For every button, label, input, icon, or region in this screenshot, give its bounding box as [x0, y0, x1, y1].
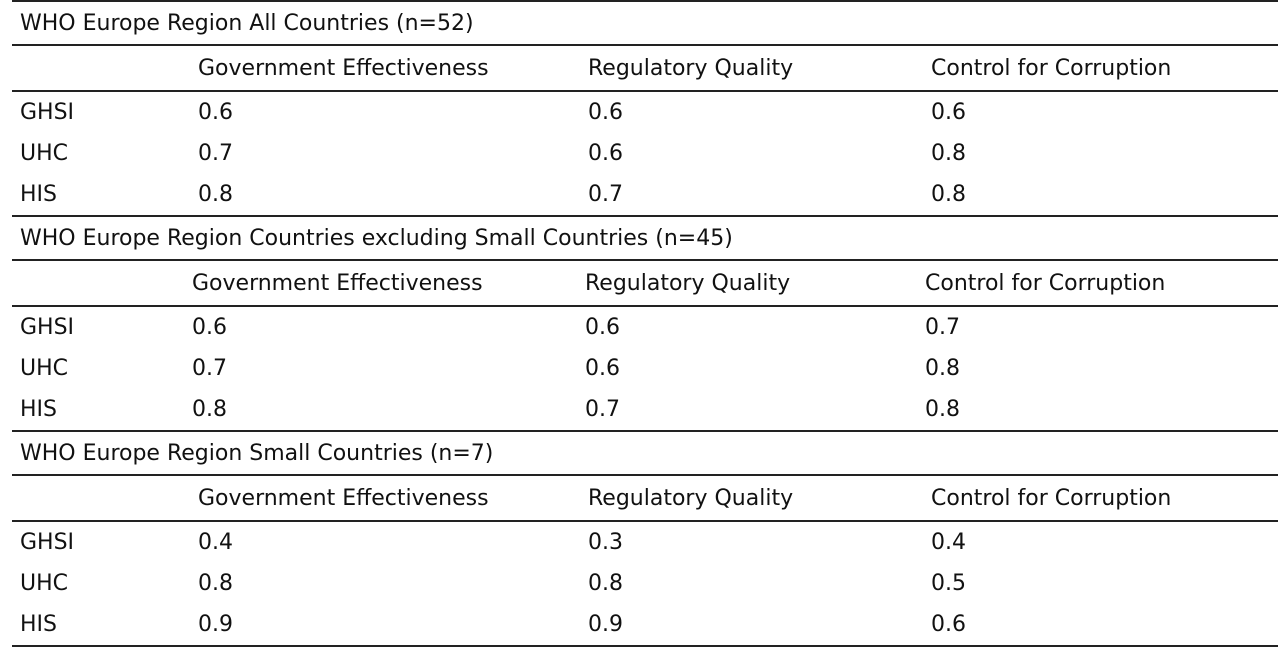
table-cell: 0.4: [198, 530, 233, 555]
table-section: WHO Europe Region Small Countries (n=7) …: [12, 430, 1278, 647]
table-cell: 0.3: [588, 530, 623, 555]
table-cell: 0.8: [925, 356, 960, 381]
table-row: GHSI 0.6 0.6 0.7: [12, 307, 1278, 348]
table-row: UHC 0.8 0.8 0.5: [12, 563, 1278, 604]
row-label: UHC: [20, 141, 69, 166]
column-header-control-for-corruption: Control for Corruption: [931, 55, 1172, 81]
column-header-row: Government Effectiveness Regulatory Qual…: [12, 476, 1278, 522]
table-cell: 0.7: [198, 141, 233, 166]
column-header-control-for-corruption: Control for Corruption: [925, 270, 1166, 296]
table-cell: 0.4: [931, 530, 966, 555]
table-cell: 0.5: [931, 571, 966, 596]
column-header-government-effectiveness: Government Effectiveness: [198, 485, 489, 511]
table-row: UHC 0.7 0.6 0.8: [12, 133, 1278, 174]
table-row: GHSI 0.6 0.6 0.6: [12, 92, 1278, 133]
row-label: GHSI: [20, 100, 75, 125]
table-row: HIS 0.8 0.7 0.8: [12, 389, 1278, 430]
row-label: UHC: [20, 356, 69, 381]
table-section: WHO Europe Region All Countries (n=52) G…: [12, 0, 1278, 215]
table-cell: 0.6: [931, 612, 966, 637]
column-header-government-effectiveness: Government Effectiveness: [192, 270, 483, 296]
table-cell: 0.8: [588, 571, 623, 596]
column-header-regulatory-quality: Regulatory Quality: [588, 55, 794, 81]
table-cell: 0.8: [925, 397, 960, 422]
table-cell: 0.7: [925, 315, 960, 340]
table-cell: 0.6: [198, 100, 233, 125]
table-cell: 0.6: [192, 315, 227, 340]
table-cell: 0.6: [588, 100, 623, 125]
table-cell: 0.9: [588, 612, 623, 637]
row-label: HIS: [20, 182, 57, 207]
section-title: WHO Europe Region All Countries (n=52): [12, 2, 1278, 46]
section-title: WHO Europe Region Countries excluding Sm…: [12, 217, 1278, 261]
table-cell: 0.8: [198, 571, 233, 596]
table-cell: 0.8: [198, 182, 233, 207]
table-cell: 0.8: [931, 182, 966, 207]
table-cell: 0.7: [588, 182, 623, 207]
table-section: WHO Europe Region Countries excluding Sm…: [12, 215, 1278, 430]
table-row: HIS 0.8 0.7 0.8: [12, 174, 1278, 215]
table-cell: 0.7: [585, 397, 620, 422]
table-cell: 0.7: [192, 356, 227, 381]
column-header-row: Government Effectiveness Regulatory Qual…: [12, 46, 1278, 92]
correlation-table: WHO Europe Region All Countries (n=52) G…: [12, 0, 1278, 647]
row-label: GHSI: [20, 315, 75, 340]
row-label: HIS: [20, 612, 57, 637]
table-cell: 0.6: [588, 141, 623, 166]
table-cell: 0.9: [198, 612, 233, 637]
table-cell: 0.6: [585, 315, 620, 340]
table-cell: 0.6: [585, 356, 620, 381]
column-header-control-for-corruption: Control for Corruption: [931, 485, 1172, 511]
section-title: WHO Europe Region Small Countries (n=7): [12, 432, 1278, 476]
table-cell: 0.8: [192, 397, 227, 422]
column-header-government-effectiveness: Government Effectiveness: [198, 55, 489, 81]
table-row: UHC 0.7 0.6 0.8: [12, 348, 1278, 389]
column-header-row: Government Effectiveness Regulatory Qual…: [12, 261, 1278, 307]
column-header-regulatory-quality: Regulatory Quality: [588, 485, 794, 511]
table-cell: 0.8: [931, 141, 966, 166]
table-cell: 0.6: [931, 100, 966, 125]
row-label: GHSI: [20, 530, 75, 555]
row-label: UHC: [20, 571, 69, 596]
column-header-regulatory-quality: Regulatory Quality: [585, 270, 791, 296]
table-row: HIS 0.9 0.9 0.6: [12, 604, 1278, 645]
table-row: GHSI 0.4 0.3 0.4: [12, 522, 1278, 563]
row-label: HIS: [20, 397, 57, 422]
